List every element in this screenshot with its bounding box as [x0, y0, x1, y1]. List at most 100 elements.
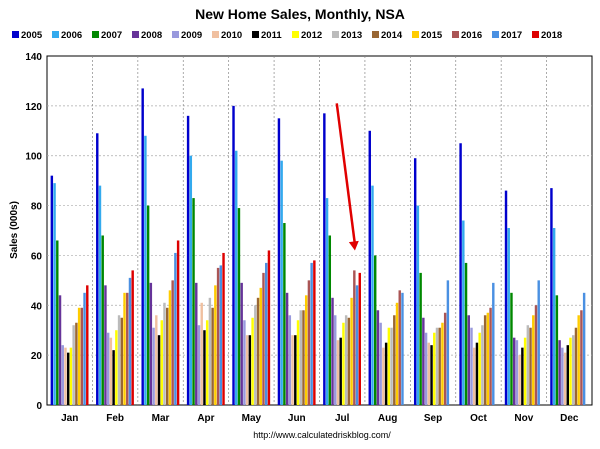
x-tick-label: Mar	[152, 413, 170, 424]
bar-2015-apr	[214, 285, 217, 405]
x-tick-label: Oct	[470, 413, 487, 424]
bar-2006-sep	[416, 205, 420, 405]
bar-2005-oct	[459, 143, 462, 405]
legend-swatch	[52, 31, 59, 38]
bar-2011-apr	[203, 330, 206, 405]
legend-swatch	[532, 31, 539, 38]
legend-label: 2006	[61, 30, 82, 41]
y-tick-label: 20	[31, 351, 43, 362]
legend-swatch	[372, 31, 379, 38]
bar-2008-jun	[285, 292, 289, 405]
bar-2012-oct	[478, 332, 481, 405]
bar-2009-mar	[152, 327, 155, 405]
bar-2013-dec	[572, 335, 575, 405]
legend-item-2015: 2015	[412, 30, 443, 41]
bar-2007-sep	[419, 272, 422, 405]
legend-item-2013: 2013	[332, 30, 362, 41]
bar-2017-sep	[446, 280, 450, 405]
bar-2010-sep	[427, 342, 431, 405]
legend-swatch	[132, 31, 139, 38]
bar-2007-nov	[510, 292, 513, 405]
legend: 2005 2006 2007 2008 2009 2010 2011 2012 2013 2014…	[12, 30, 562, 41]
bar-2012-sep	[433, 332, 436, 405]
bar-2013-sep	[435, 327, 439, 405]
x-tick-label: Dec	[560, 413, 579, 424]
chart-title: New Home Sales, Monthly, NSA	[195, 6, 405, 22]
legend-item-2017: 2017	[492, 30, 522, 41]
bar-2010-oct	[473, 347, 476, 405]
bar-2017-dec	[582, 292, 586, 405]
bar-2017-jun	[310, 262, 313, 405]
bar-2009-nov	[515, 340, 519, 405]
bar-2017-mar	[174, 252, 177, 405]
bar-2017-apr	[219, 265, 223, 405]
bar-2012-may	[251, 317, 254, 405]
bar-2012-jul	[342, 322, 345, 405]
legend-item-2011: 2011	[252, 30, 282, 41]
bar-2007-jul	[328, 235, 332, 405]
bar-2011-dec	[566, 345, 569, 405]
bar-2010-jul	[336, 340, 340, 405]
legend-label: 2008	[141, 30, 162, 41]
bar-2018-may	[267, 250, 271, 405]
bar-2014-feb	[120, 317, 124, 405]
bar-2008-may	[240, 282, 243, 405]
bar-2014-nov	[529, 327, 532, 405]
y-tick-label: 140	[25, 52, 42, 63]
bar-2010-aug	[382, 347, 385, 405]
bar-2013-mar	[163, 302, 166, 405]
bar-2014-dec	[574, 327, 578, 405]
bar-2006-jul	[325, 198, 329, 405]
x-tick-label: Nov	[514, 413, 533, 424]
bar-2015-sep	[441, 322, 444, 405]
bar-2013-jul	[344, 315, 348, 405]
bar-2006-aug	[371, 185, 374, 405]
bar-2016-apr	[216, 267, 220, 405]
bar-2018-feb	[131, 270, 134, 405]
legend-label: 2005	[21, 30, 43, 41]
bar-2015-mar	[168, 290, 172, 405]
bar-2007-dec	[555, 295, 559, 405]
legend-swatch	[12, 31, 19, 38]
bar-2011-jun	[294, 335, 297, 405]
legend-swatch	[332, 31, 339, 38]
annotation-arrow-head	[348, 240, 359, 251]
legend-item-2014: 2014	[372, 30, 403, 41]
bar-2011-jul	[339, 337, 342, 405]
bar-2006-oct	[462, 220, 465, 405]
bar-2010-apr	[200, 302, 203, 405]
bar-2006-dec	[552, 228, 556, 405]
bar-2005-nov	[504, 190, 508, 405]
bar-2012-aug	[387, 327, 391, 405]
bar-2014-jun	[302, 310, 305, 405]
bar-2014-oct	[483, 315, 487, 405]
legend-label: 2017	[501, 30, 522, 41]
bar-2013-feb	[117, 315, 121, 405]
bar-2005-aug	[368, 130, 371, 406]
legend-label: 2018	[541, 30, 562, 41]
y-tick-label: 60	[31, 251, 43, 262]
bar-2012-nov	[523, 337, 527, 405]
bar-2008-aug	[376, 310, 380, 405]
bar-2015-dec	[577, 315, 580, 405]
bar-2017-jul	[355, 285, 359, 405]
bar-2007-mar	[146, 205, 150, 405]
bar-2017-aug	[401, 292, 404, 405]
y-tick-label: 40	[31, 301, 43, 312]
bar-2006-nov	[507, 228, 510, 405]
bar-2006-may	[235, 150, 238, 405]
legend-label: 2007	[101, 30, 122, 41]
bar-2008-jul	[331, 297, 334, 405]
bar-2016-nov	[534, 305, 538, 405]
bar-2017-jan	[83, 292, 86, 405]
bar-2014-may	[256, 297, 260, 405]
legend-item-2012: 2012	[292, 30, 322, 41]
bar-2012-feb	[115, 330, 118, 405]
legend-item-2007: 2007	[92, 30, 122, 41]
bar-2013-oct	[481, 325, 484, 405]
bar-2006-apr	[189, 155, 193, 405]
bar-2007-oct	[464, 262, 468, 405]
bar-2007-jan	[56, 240, 59, 405]
